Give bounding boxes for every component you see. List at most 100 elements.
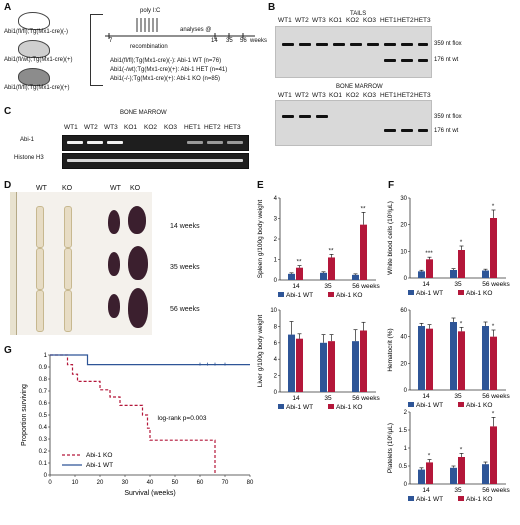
- spleen-ytick-label: 0: [274, 278, 278, 284]
- mouse-genotype-wt: Abi1(fl/fl);Tg(Mx1-cre)(-): [4, 29, 68, 35]
- plt-xtick-label: 14: [422, 487, 430, 494]
- plt-bar: [450, 467, 457, 484]
- plt-legend-wt-swatch: [408, 496, 414, 501]
- group-ko: Abi1(-/-);Tg(Mx1-cre)(+): Abi-1 KO (n=85…: [110, 76, 221, 82]
- bm-band-wt-label: 176 nt wt: [434, 128, 459, 134]
- spleen-ytick-label: 2: [274, 237, 278, 243]
- western-h3-strip: [62, 153, 249, 169]
- spleen-bar: [328, 257, 335, 280]
- western-lane-ko3: KO3: [164, 124, 178, 131]
- survival-pvalue: log-rank p=0.003: [158, 415, 207, 422]
- wbc-bar: [418, 271, 425, 278]
- survival-line-ko: [50, 354, 216, 475]
- wbc-ytick-label: 10: [400, 249, 407, 255]
- tails-lane-het3: HET3: [414, 17, 431, 24]
- tick-56: 56: [240, 38, 247, 44]
- survival-xtick-label: 30: [122, 480, 129, 486]
- tails-lane-het1: HET1: [380, 17, 397, 24]
- survival-ylabel: Proportion surviving: [21, 384, 28, 446]
- survival-xtick-label: 10: [72, 480, 79, 486]
- hct-ytick-label: 60: [400, 308, 407, 314]
- plt-xtick-label: 35: [454, 487, 462, 494]
- western-lane-het2: HET2: [204, 124, 221, 131]
- hct-bar: [426, 328, 433, 390]
- western-lane-wt2: WT2: [84, 124, 98, 131]
- survival-xlabel: Survival (weeks): [124, 490, 175, 497]
- hct-bar: [418, 326, 425, 390]
- liver-bar: [360, 330, 367, 392]
- hct-ytick-label: 0: [404, 388, 408, 394]
- plt-ytick-label: 0: [404, 482, 408, 488]
- liver-xtick-label: 56 weeks: [352, 395, 380, 402]
- photo-row-14: 14 weeks: [170, 223, 200, 230]
- spleen-xtick-label: 35: [324, 283, 332, 290]
- spleen-significance: **: [360, 205, 366, 212]
- plt-ytick-label: 1.5: [399, 428, 408, 434]
- photo-row-56: 56 weeks: [170, 306, 200, 313]
- mouse-genotype-ko: Abi1(fl/fl);Tg(Mx1-cre)(+): [4, 85, 70, 91]
- hct-bar: [458, 331, 465, 390]
- plt-xtick-label: 56 weeks: [482, 487, 510, 494]
- wbc-xtick-label: 14: [422, 281, 430, 288]
- tails-lane-wt1: WT1: [278, 17, 292, 24]
- tails-lane-ko1: KO1: [329, 17, 343, 24]
- wbc-significance: *: [460, 239, 463, 246]
- wbc-significance: ***: [425, 250, 433, 257]
- panel-label-d: D: [4, 180, 12, 191]
- mouse-wt-icon: [18, 12, 50, 30]
- tick-14: 14: [211, 38, 218, 44]
- tails-lane-ko2: KO2: [346, 17, 360, 24]
- hct-legend-wt: Abi-1 WT: [416, 402, 443, 409]
- tissue-photo: [10, 192, 152, 335]
- wbc-ytick-label: 20: [400, 223, 407, 229]
- tick-weeks: weeks: [250, 38, 268, 44]
- liver-bar: [328, 341, 335, 392]
- recombination-label: recombination: [130, 44, 168, 50]
- hct-xtick-label: 14: [422, 393, 430, 400]
- spleen-legend-wt: Abi-1 WT: [286, 292, 313, 299]
- spleen-bar: [352, 274, 359, 280]
- hct-significance: *: [492, 323, 495, 330]
- survival-ytick-label: 0: [44, 473, 48, 479]
- hct-legend-ko-swatch: [458, 402, 464, 407]
- western-abi1-strip: [62, 135, 249, 151]
- wbc-xtick-label: 56 weeks: [482, 281, 510, 288]
- liver-xtick-label: 14: [292, 395, 300, 402]
- spleen-significance: **: [296, 259, 302, 266]
- wbc-ytick-label: 0: [404, 276, 408, 282]
- spleen-bar: [320, 272, 327, 280]
- bm-lane-wt3: WT3: [312, 92, 326, 99]
- photo-col-wt-spleen: WT: [110, 185, 121, 192]
- survival-xtick-label: 0: [48, 480, 52, 486]
- survival-ytick-label: 0.5: [39, 413, 48, 419]
- wbc-bar: [490, 218, 497, 278]
- survival-ytick-label: 0.4: [39, 425, 48, 431]
- timeline-diagram: [105, 18, 255, 39]
- bm-band-flox-label: 359 nt flox: [434, 114, 462, 120]
- western-lane-wt3: WT3: [104, 124, 118, 131]
- hct-xtick-label: 35: [454, 393, 462, 400]
- plt-significance: *: [492, 410, 495, 417]
- panel-label-g: G: [4, 345, 12, 356]
- wbc-legend-ko-swatch: [458, 290, 464, 295]
- mouse-bracket: [90, 14, 103, 86]
- western-lane-ko2: KO2: [144, 124, 158, 131]
- survival-xtick-label: 80: [247, 480, 254, 486]
- hct-legend-ko: Abi-1 KO: [466, 402, 492, 409]
- panel-label-e: E: [257, 180, 264, 191]
- liver-ytick-label: 8: [274, 324, 278, 330]
- liver-ylabel: Liver g/100g body weight: [257, 315, 264, 387]
- plt-significance: *: [460, 446, 463, 453]
- liver-xtick-label: 35: [324, 395, 332, 402]
- western-lane-het3: HET3: [224, 124, 241, 131]
- panel-label-f: F: [388, 180, 395, 191]
- wbc-bar: [450, 270, 457, 278]
- plt-legend-wt: Abi-1 WT: [416, 496, 443, 503]
- photo-col-ko-bone: KO: [62, 185, 73, 192]
- western-lane-wt1: WT1: [64, 124, 78, 131]
- injection-syringes-icon: [136, 18, 158, 32]
- wbc-significance: *: [492, 203, 495, 210]
- tails-band-wt-label: 176 nt wt: [434, 57, 459, 63]
- tails-lane-wt2: WT2: [295, 17, 309, 24]
